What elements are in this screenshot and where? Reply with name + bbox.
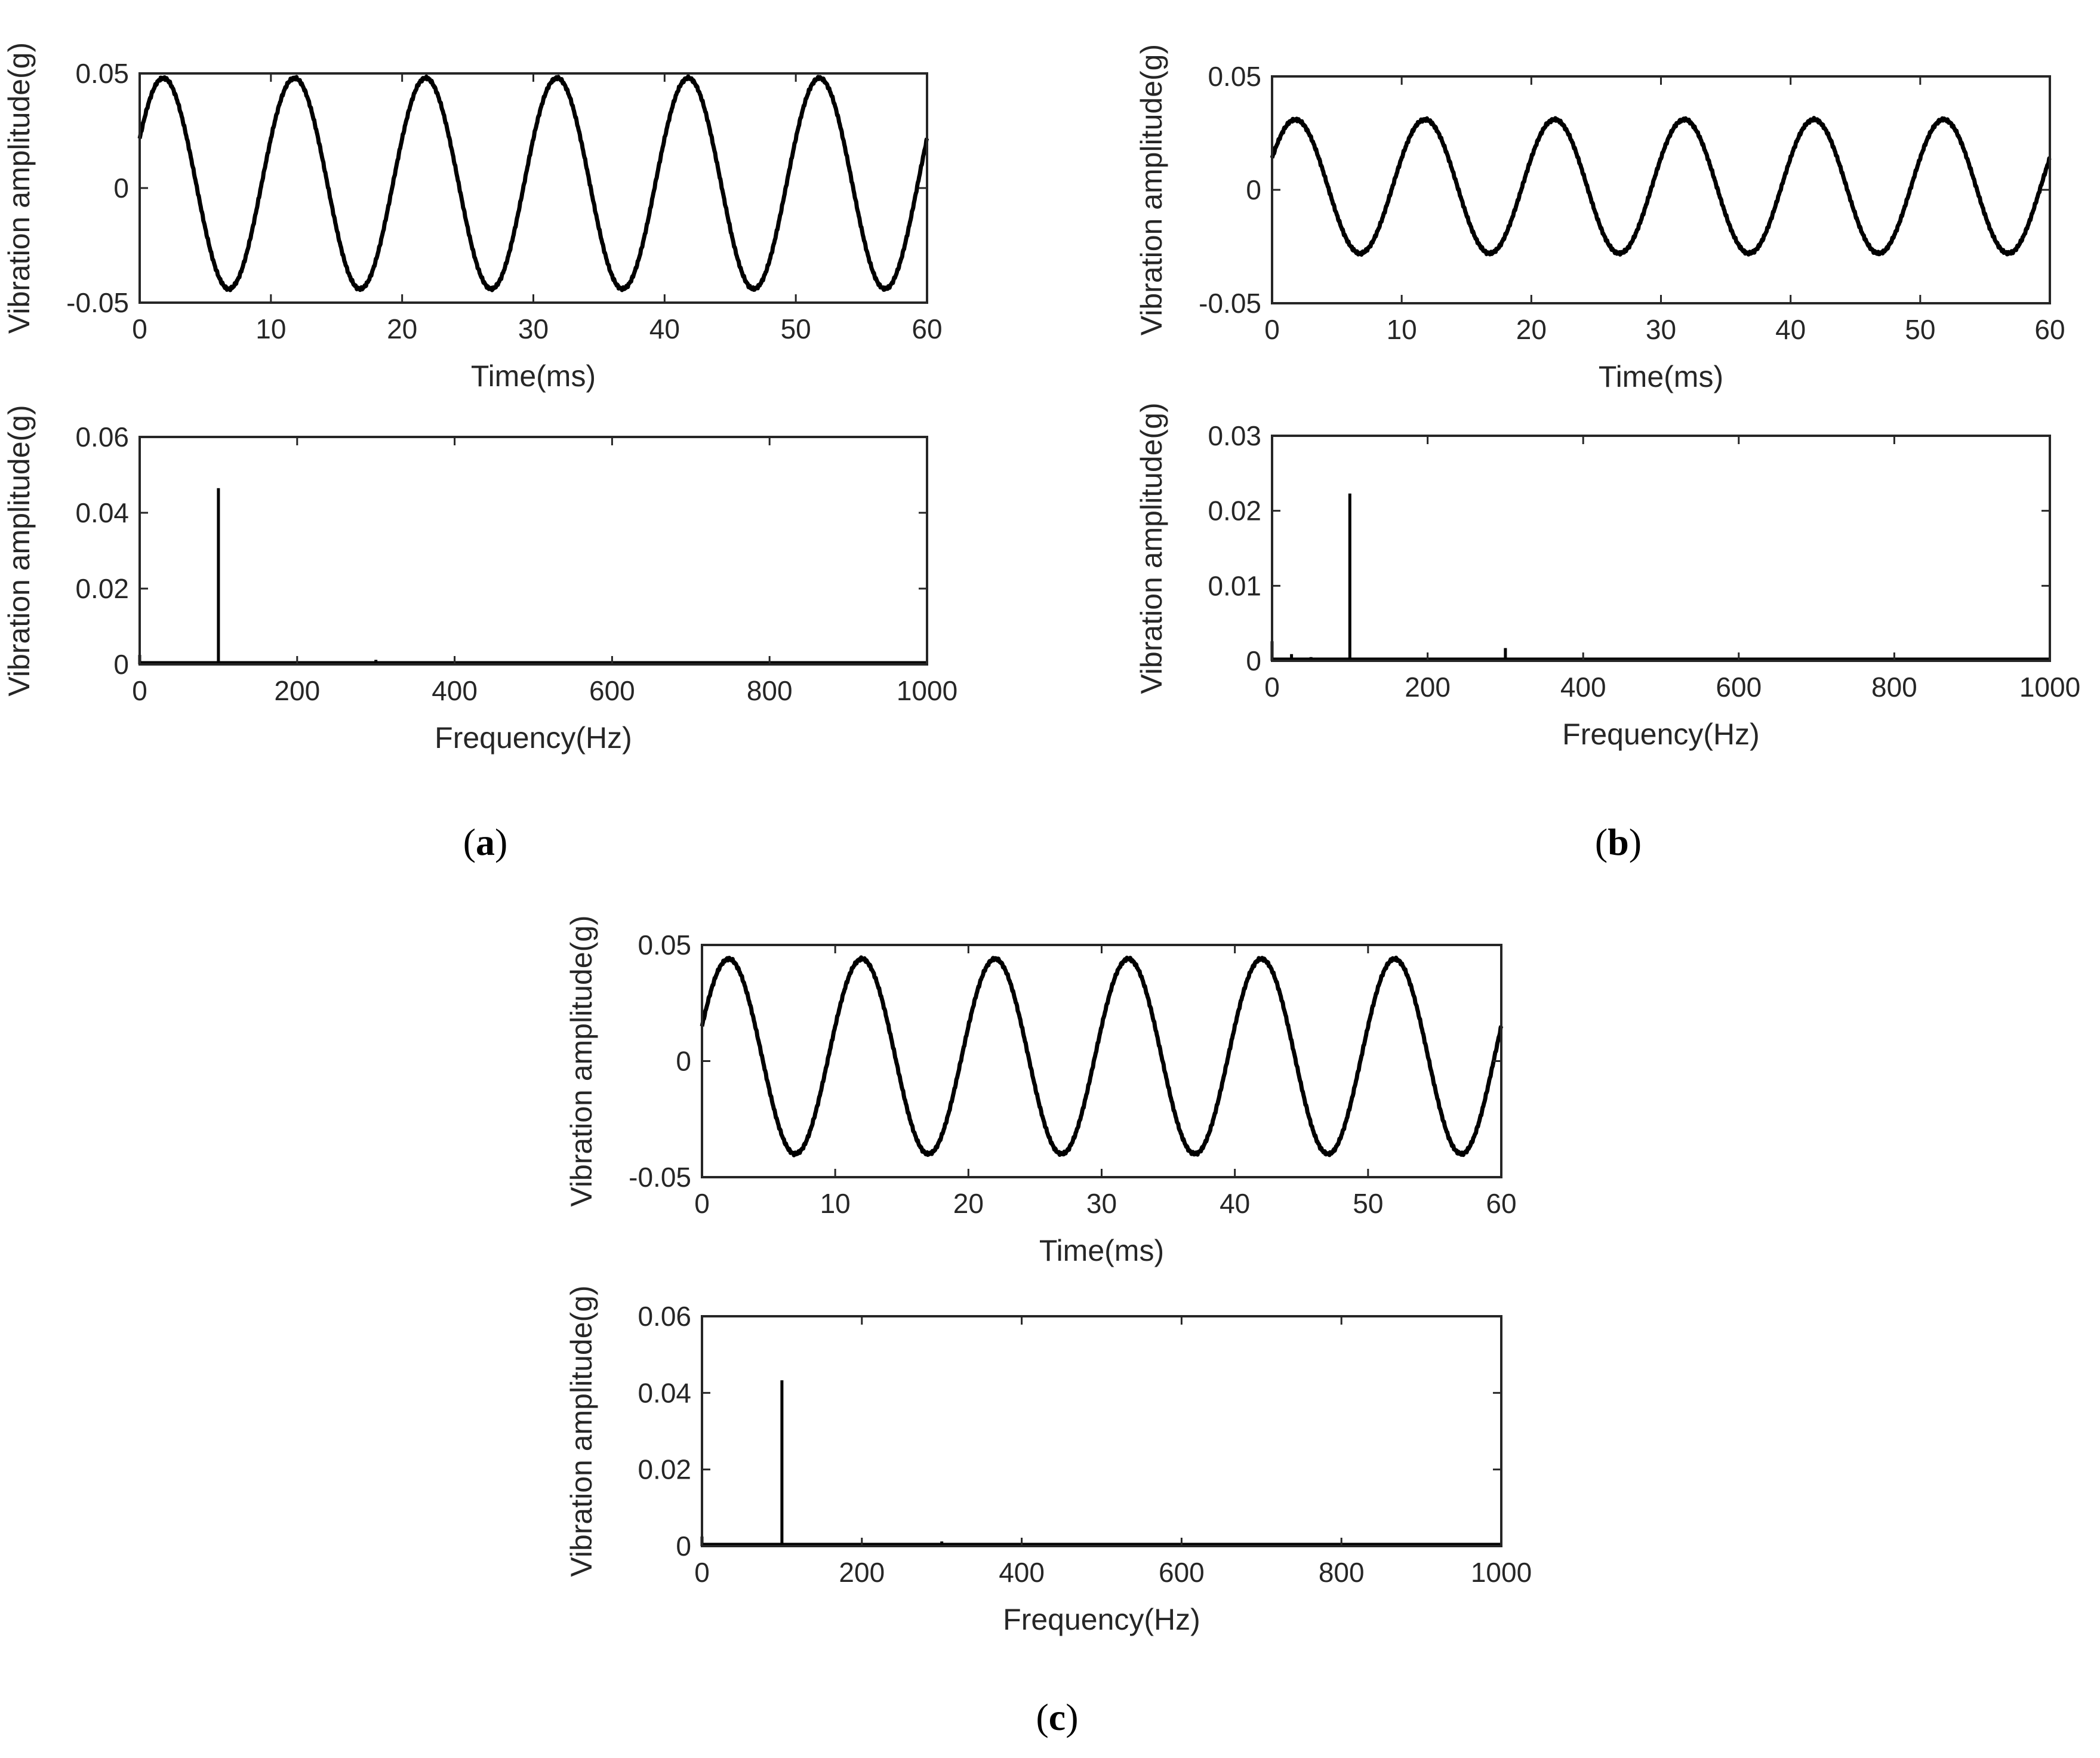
- x-tick-label: 30: [1646, 314, 1676, 345]
- x-tick-label: 600: [589, 675, 635, 706]
- x-tick-label: 0: [694, 1557, 710, 1588]
- x-tick-label: 10: [820, 1188, 851, 1219]
- x-axis-label: Time(ms): [1039, 1234, 1164, 1267]
- spectrum-trace: [1270, 493, 2050, 661]
- y-tick-label: 0.02: [75, 573, 129, 604]
- y-axis-label: Vibration amplitude(g): [1135, 44, 1168, 335]
- y-tick-label: 0.05: [638, 929, 691, 960]
- x-tick-label: 0: [1264, 672, 1280, 703]
- x-tick-label: 0: [694, 1188, 710, 1219]
- y-tick-label: 0: [113, 649, 129, 680]
- plot-frame: [138, 436, 928, 666]
- charts-layer: 0 10 20 30 40 50 60-0.0500.05Time(ms)Vibration…: [2, 42, 2080, 1636]
- x-tick-label: 800: [747, 675, 793, 706]
- x-tick-label: 20: [387, 313, 417, 344]
- x-axis-label: Frequency(Hz): [1003, 1603, 1200, 1636]
- y-tick-label: -0.05: [629, 1162, 691, 1193]
- y-tick-label: 0.05: [1208, 61, 1261, 92]
- time-signal-trace: [1270, 116, 2052, 257]
- x-axis-label: Time(ms): [1599, 360, 1723, 393]
- y-tick-label: -0.05: [66, 287, 129, 318]
- x-tick-label: 400: [1560, 672, 1606, 703]
- plot-frame: [138, 72, 928, 304]
- y-tick-label: 0.04: [638, 1377, 691, 1408]
- x-tick-label: 50: [1353, 1188, 1383, 1219]
- y-tick-label: 0: [1246, 645, 1261, 676]
- x-axis-label: Frequency(Hz): [1562, 718, 1760, 751]
- x-tick-label: 60: [1486, 1188, 1516, 1219]
- x-tick-label: 20: [1516, 314, 1547, 345]
- y-tick-label: 0.04: [75, 497, 129, 528]
- x-tick-label: 40: [1775, 314, 1806, 345]
- y-axis-label: Vibration amplitude(g): [2, 405, 36, 696]
- x-axis-label: Time(ms): [471, 359, 596, 393]
- chart-b-top: 0 10 20 30 40 50 60-0.0500.05Time(ms)Vibration…: [1135, 44, 2065, 393]
- x-tick-label: 30: [518, 313, 549, 344]
- y-tick-label: 0: [676, 1046, 691, 1077]
- y-tick-label: 0.05: [75, 58, 129, 89]
- time-signal-trace: [700, 955, 1504, 1157]
- y-tick-label: 0.02: [1208, 495, 1261, 527]
- x-tick-label: 0: [132, 313, 147, 344]
- x-tick-label: 1000: [897, 675, 957, 706]
- y-tick-label: 0.06: [75, 421, 129, 452]
- x-tick-label: 400: [432, 675, 478, 706]
- x-tick-label: 40: [649, 313, 680, 344]
- chart-b-bottom: 0 200 400 600 800 1000 0 0.01 0.02 0.03 Frequency(…: [1135, 402, 2080, 751]
- x-tick-label: 800: [1871, 672, 1917, 703]
- x-tick-label: 0: [132, 675, 147, 706]
- plot-frame: [701, 1315, 1502, 1547]
- y-tick-label: 0.03: [1208, 420, 1261, 451]
- chart-c-bottom: 0 200 400 600 800 1000 0 0.02 0.04 0.06 Frequency(…: [565, 1285, 1532, 1636]
- y-axis-label: Vibration amplitude(g): [565, 1285, 598, 1577]
- x-tick-label: 200: [274, 675, 320, 706]
- panel-label-b: (b): [1595, 821, 1642, 863]
- y-tick-label: 0: [676, 1531, 691, 1562]
- x-tick-label: 50: [1905, 314, 1935, 345]
- x-tick-label: 20: [953, 1188, 984, 1219]
- chart-c-top: 0 10 20 30 40 50 60-0.0500.05Time(ms)Vibration…: [565, 915, 1517, 1267]
- y-tick-label: 0: [1246, 174, 1261, 205]
- x-tick-label: 200: [1405, 672, 1451, 703]
- x-tick-label: 800: [1319, 1557, 1365, 1588]
- spectrum-trace: [138, 488, 927, 664]
- x-tick-label: 1000: [1471, 1557, 1532, 1588]
- y-tick-label: -0.05: [1199, 288, 1261, 319]
- y-axis-label: Vibration amplitude(g): [2, 42, 36, 334]
- x-tick-label: 200: [839, 1557, 885, 1588]
- x-tick-label: 50: [781, 313, 811, 344]
- x-tick-label: 10: [255, 313, 286, 344]
- x-tick-label: 600: [1159, 1557, 1205, 1588]
- x-tick-label: 60: [2034, 314, 2065, 345]
- y-tick-label: 0.06: [638, 1301, 691, 1332]
- x-tick-label: 30: [1086, 1188, 1117, 1219]
- x-tick-label: 600: [1716, 672, 1762, 703]
- y-tick-label: 0: [113, 173, 129, 204]
- x-tick-label: 60: [912, 313, 942, 344]
- y-tick-label: 0.02: [638, 1454, 691, 1485]
- y-axis-label: Vibration amplitude(g): [1135, 402, 1168, 694]
- panel-label-c: (c): [1036, 1696, 1078, 1738]
- chart-a-top: 0 10 20 30 40 50 60-0.0500.05Time(ms)Vibration…: [2, 42, 943, 393]
- time-signal-trace: [137, 74, 929, 293]
- plot-frame: [1271, 435, 2051, 662]
- panel-label-a: (a): [463, 821, 508, 863]
- x-tick-label: 0: [1264, 314, 1280, 345]
- chart-a-bottom: 0 200 400 600 800 1000 0 0.02 0.04 0.06 Frequency(…: [2, 405, 957, 755]
- x-tick-label: 400: [999, 1557, 1045, 1588]
- y-tick-label: 0.01: [1208, 570, 1261, 601]
- x-tick-label: 10: [1387, 314, 1417, 345]
- x-axis-label: Frequency(Hz): [435, 721, 632, 755]
- spectrum-trace: [700, 1380, 1501, 1546]
- x-tick-label: 1000: [2019, 672, 2080, 703]
- plot-frame: [1271, 75, 2051, 304]
- x-tick-label: 40: [1220, 1188, 1250, 1219]
- y-axis-label: Vibration amplitude(g): [565, 915, 598, 1206]
